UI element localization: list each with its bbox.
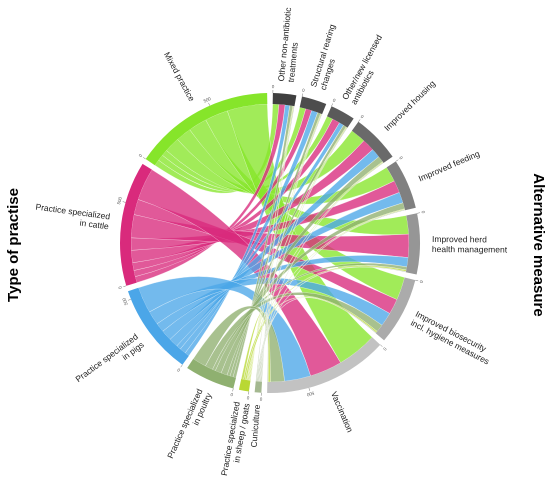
node-label: Practice specializedin sheep / goats bbox=[219, 401, 252, 479]
node-arc bbox=[299, 96, 327, 115]
node-label-line: Mixed practice bbox=[162, 50, 197, 103]
tick-mark bbox=[416, 212, 421, 214]
right-title: Alternative measure bbox=[530, 173, 547, 316]
tick-label: 0 bbox=[332, 98, 337, 104]
node-arc bbox=[405, 213, 420, 275]
tick-label: 0 bbox=[398, 155, 404, 160]
tick-mark bbox=[123, 285, 127, 287]
tick-mark bbox=[143, 157, 146, 160]
node-arc bbox=[327, 106, 354, 128]
tick-label: 0 bbox=[419, 280, 425, 284]
tick-mark bbox=[415, 279, 419, 282]
tick-mark bbox=[180, 364, 183, 368]
node-arc bbox=[238, 378, 251, 392]
tick-label: 0 bbox=[382, 346, 388, 352]
tick-mark bbox=[380, 344, 383, 347]
tick-mark bbox=[301, 93, 303, 97]
tick-label: 500 bbox=[203, 96, 212, 104]
node-arc bbox=[375, 277, 416, 341]
tick-label: 0 bbox=[259, 396, 262, 401]
node-arc bbox=[120, 163, 152, 286]
left-title: Type of practise bbox=[5, 188, 22, 302]
node-label-line: in cattle bbox=[79, 218, 110, 232]
tick-label: 500 bbox=[306, 391, 315, 398]
node-label-line: health management bbox=[432, 244, 508, 254]
node-label: Improved herd health management bbox=[432, 234, 508, 254]
tick-label: 0 bbox=[229, 392, 233, 398]
node-arc bbox=[386, 161, 416, 211]
node-label-line: Cuniculture bbox=[249, 404, 262, 448]
tick-mark bbox=[232, 388, 234, 392]
tick-mark bbox=[358, 119, 361, 122]
node-label: Improved housing bbox=[382, 78, 437, 133]
node-label-line: treatments bbox=[286, 42, 300, 83]
tick-label: 0 bbox=[176, 367, 181, 373]
tick-mark bbox=[122, 201, 126, 203]
node-label: Improved feeding bbox=[417, 148, 482, 183]
node-label-line: Improved feeding bbox=[417, 148, 482, 183]
tick-label: 0 bbox=[360, 114, 365, 120]
node-label: Other non-antibiotictreatments bbox=[276, 6, 303, 83]
node-label: Practice specializedin cattle bbox=[34, 202, 111, 232]
tick-mark bbox=[308, 387, 310, 391]
node-arc bbox=[272, 93, 297, 107]
node-label: Practice specializedin poultry bbox=[165, 386, 214, 463]
node-label: Structural rearingchanges bbox=[308, 23, 346, 91]
node-label: Improved biosecurityincl. hygiene measur… bbox=[409, 309, 495, 367]
node-arc bbox=[127, 287, 189, 365]
chords bbox=[130, 103, 410, 383]
node-arc bbox=[145, 93, 268, 166]
tick-label: 500 bbox=[121, 297, 129, 306]
node-label: Vaccination bbox=[329, 390, 355, 434]
node-label-line: Vaccination bbox=[329, 390, 355, 434]
tick-label: 0 bbox=[246, 395, 250, 400]
tick-mark bbox=[331, 103, 333, 107]
tick-label: 0 bbox=[272, 84, 275, 89]
tick-mark bbox=[395, 159, 399, 162]
node-arc bbox=[187, 358, 237, 389]
tick-label: 0 bbox=[302, 88, 306, 94]
node-arc bbox=[351, 121, 393, 163]
tick-label: 0 bbox=[421, 210, 426, 214]
node-label: Other/new licensedantibiotics bbox=[340, 33, 393, 107]
node-arc bbox=[267, 337, 381, 393]
tick-mark bbox=[128, 298, 132, 301]
tick-mark bbox=[208, 102, 210, 106]
tick-label: 0 bbox=[117, 285, 123, 289]
node-label: Cuniculture bbox=[249, 404, 262, 448]
tick-label: 0 bbox=[138, 153, 144, 158]
tick-label: 500 bbox=[116, 196, 123, 205]
node-label-line: Improved housing bbox=[382, 78, 437, 133]
node-arc bbox=[254, 381, 262, 393]
node-label-line: Improved herd bbox=[432, 234, 487, 244]
node-label: Mixed practice bbox=[162, 50, 197, 103]
node-label-line: Practice specialized bbox=[35, 202, 111, 222]
node-label: Practice specializedin pigs bbox=[74, 331, 146, 392]
